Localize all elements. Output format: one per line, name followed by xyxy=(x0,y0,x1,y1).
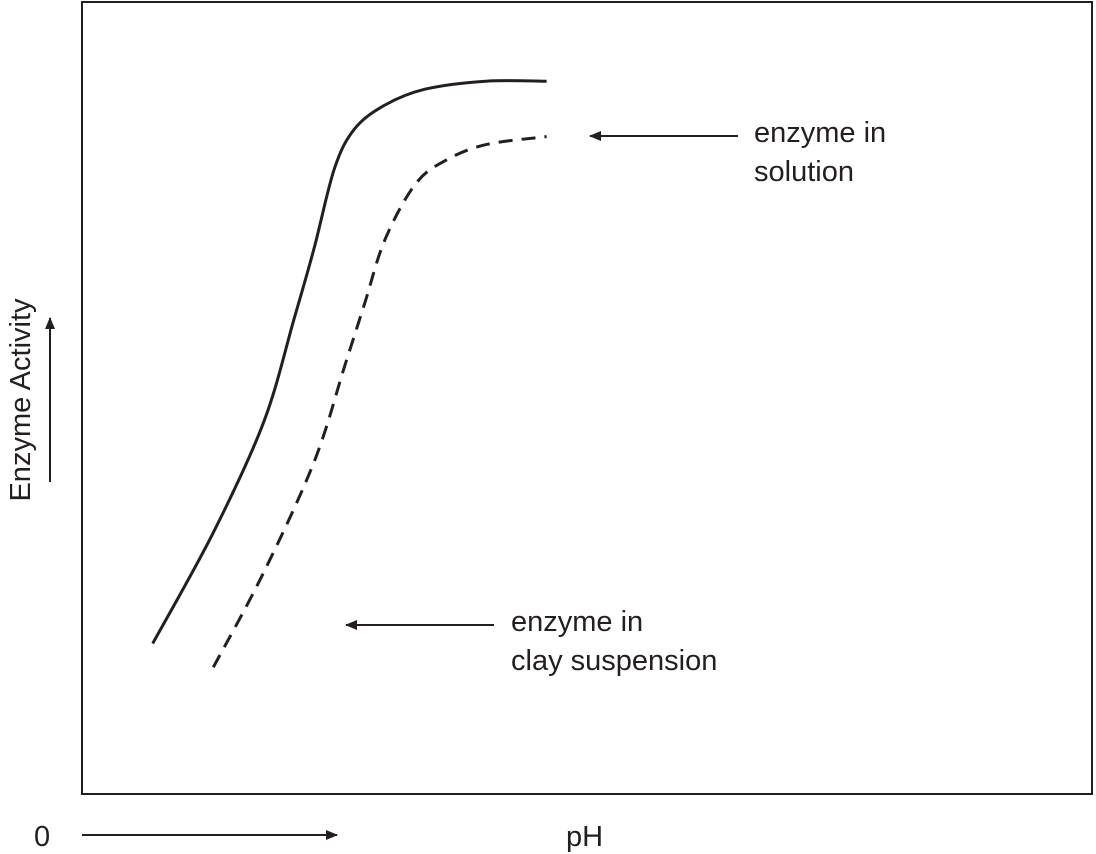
x-axis-label: pH xyxy=(566,821,603,853)
clay-annotation-line-2: clay suspension xyxy=(511,645,717,677)
solution-annotation: enzyme in solution xyxy=(754,117,894,188)
plot-frame xyxy=(81,1,1093,795)
origin-label: 0 xyxy=(34,821,50,853)
series-line-solution xyxy=(151,79,547,645)
solution-annotation-line-2: solution xyxy=(754,156,854,188)
series-layer xyxy=(151,79,547,669)
y-axis-label: Enzyme Activity xyxy=(5,298,37,502)
series-line-clay-suspension xyxy=(211,135,547,669)
clay-annotation: enzyme in clay suspension xyxy=(511,606,717,677)
solution-annotation-line-1: enzyme in xyxy=(754,117,886,149)
clay-annotation-line-1: enzyme in xyxy=(511,606,643,638)
